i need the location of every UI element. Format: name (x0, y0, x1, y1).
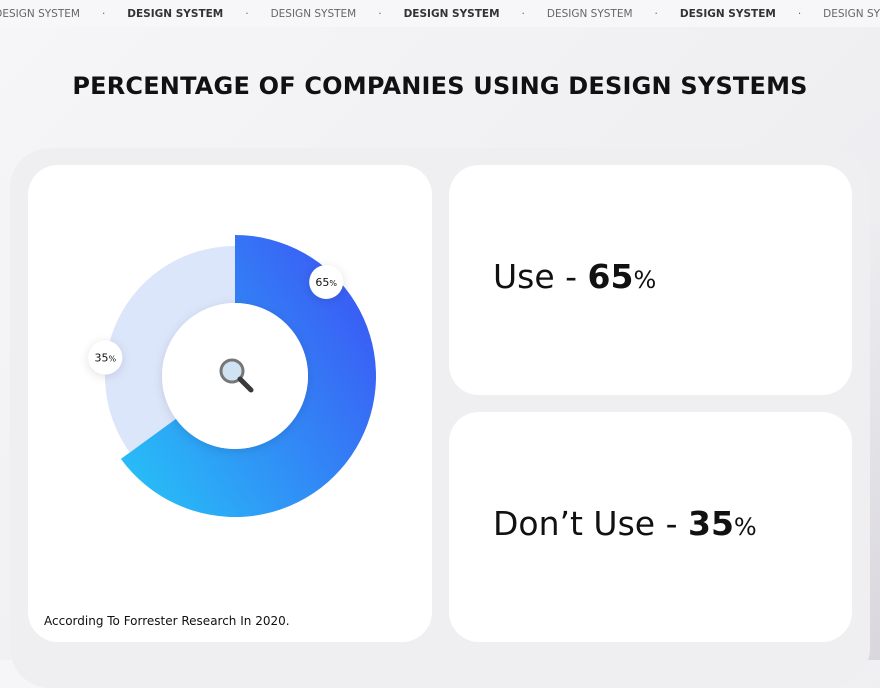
icon-handle (237, 376, 254, 393)
stat: Don’t Use - 35% (493, 504, 757, 543)
marquee-item: DESIGN SYSTEM (270, 7, 357, 20)
stat-card: Use - 65% (449, 165, 852, 395)
chart: 65% 35% (88, 235, 377, 517)
value-label: 35% (95, 352, 117, 365)
marquee-row: DESIGN SYSTEM · DESIGN SYSTEM · DESIGN SYSTE… (0, 0, 880, 27)
marquee-separator: · (245, 7, 249, 20)
value-label: 65% (315, 276, 337, 289)
marquee-item: DESIGN SYSTEM (403, 7, 500, 20)
stat-card: Don’t Use - 35% (449, 412, 852, 642)
marquee-item: DESIGN SYSTEM (127, 7, 224, 20)
chart-card: 65% 35% According To Forrester Research I… (28, 165, 432, 642)
icon-lens (219, 358, 245, 384)
source-note: According To Forrester Research In 2020. (44, 614, 290, 628)
label-bubble (309, 264, 344, 299)
marquee-separator: · (521, 7, 525, 20)
title: PERCENTAGE OF COMPANIES USING DESIGN SYS… (72, 72, 808, 100)
marquee-separator: · (378, 7, 382, 20)
stat: Use - 65% (493, 257, 656, 296)
label-bubble (88, 340, 123, 375)
marquee-item: DESIGN SYSTEM (823, 7, 880, 20)
stat-label: Use - (493, 257, 578, 296)
marquee-separator: · (797, 7, 802, 20)
stat-label: Don’t Use - (493, 504, 678, 543)
marquee-separator: · (101, 7, 106, 20)
marquee-separator: · (654, 7, 658, 20)
stat-value: 65 (587, 257, 634, 296)
marquee: DESIGN SYSTEM · DESIGN SYSTEM · DESIGN SYSTE… (0, 0, 880, 27)
stat-unit: % (733, 513, 757, 541)
marquee-item: DESIGN SYSTEM (679, 7, 776, 20)
stat-unit: % (633, 266, 657, 294)
donut-slice (105, 246, 235, 453)
stat-value: 35 (687, 504, 734, 543)
donut-slice (120, 235, 377, 517)
marquee-item: DESIGN SYSTEM (546, 7, 633, 20)
marquee-item: DESIGN SYSTEM (0, 7, 80, 20)
